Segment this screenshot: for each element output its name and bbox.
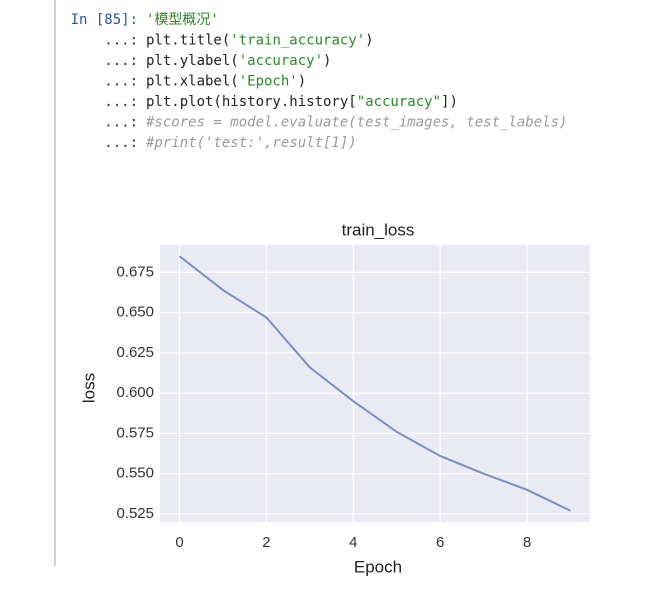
code-token: plt.xlabel( [146,74,239,90]
code-line: #print('test:',result[1]) [145,135,357,151]
x-tick-label: 6 [436,534,444,551]
y-tick-label: 0.575 [116,424,154,441]
prompt: ...: [104,115,138,131]
code-token: ) [323,53,331,69]
code-token: "accuracy" [357,94,441,110]
code-line: plt.title('train_accuracy') [146,33,374,49]
code-token: #scores = model.evaluate(test_images, te… [145,115,567,131]
prompt: ...: [104,33,138,49]
y-tick-label: 0.550 [116,465,154,482]
y-tick-label: 0.525 [116,505,154,522]
code-token: plt.plot(history.history[ [146,94,357,110]
y-axis-label: loss [79,373,98,403]
x-tick-label: 0 [175,534,183,551]
data-line [178,255,571,512]
y-tick-label: 0.675 [116,263,154,280]
code-line: plt.xlabel('Epoch') [146,74,306,90]
x-tick-label: 4 [349,534,357,551]
plot-area [160,245,590,522]
prompt: In [85]: [71,12,138,28]
prompt: ...: [104,94,138,110]
code-token: plt.title( [146,33,230,49]
code-token: 'accuracy' [239,53,323,69]
code-token: ) [365,33,373,49]
prompt: ...: [104,135,138,151]
code-line: plt.plot(history.history["accuracy"]) [146,94,458,110]
x-axis-label: Epoch [354,557,402,576]
y-tick-label: 0.650 [116,304,154,321]
y-tick-label: 0.625 [116,344,154,361]
code-line: '模型概况' [146,12,219,28]
code-token: 'Epoch' [239,74,298,90]
prompt: ...: [104,53,138,69]
x-tick-label: 2 [262,534,270,551]
y-tick-label: 0.600 [116,384,154,401]
code-token: ]) [441,94,458,110]
code-line: plt.ylabel('accuracy') [146,53,331,69]
code-token: plt.ylabel( [146,53,239,69]
code-line: #scores = model.evaluate(test_images, te… [145,115,567,131]
code-token: '模型概况' [146,12,219,28]
chart-title: train_loss [342,220,415,239]
code-token: #print('test:',result[1]) [145,135,357,151]
code-token: ) [298,74,306,90]
x-tick-label: 8 [523,534,531,551]
prompt: ...: [104,74,138,90]
code-token: 'train_accuracy' [230,33,365,49]
